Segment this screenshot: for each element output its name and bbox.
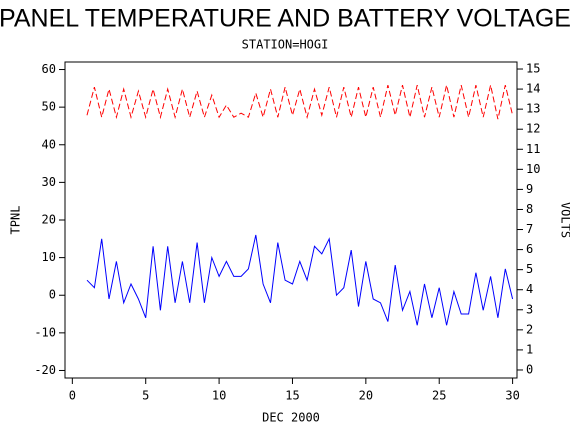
y2-tick-label: 11 xyxy=(526,142,540,156)
y-tick-label: 50 xyxy=(42,100,56,114)
y-tick-label: 30 xyxy=(42,175,56,189)
series-line xyxy=(86,234,514,326)
y-tick-label: 10 xyxy=(42,250,56,264)
x-tick-label: 25 xyxy=(432,389,446,403)
x-tick-label: 5 xyxy=(142,389,149,403)
y2-tick-label: 15 xyxy=(526,62,540,76)
y2-tick-label: 1 xyxy=(526,342,533,356)
x-tick-label: 15 xyxy=(285,389,299,403)
y-tick-label: 40 xyxy=(42,137,56,151)
y2-tick-label: 8 xyxy=(526,202,533,216)
y-tick-label: 60 xyxy=(42,62,56,76)
y2-tick-label: 13 xyxy=(526,102,540,116)
y2-tick-label: 2 xyxy=(526,322,533,336)
y2-tick-label: 14 xyxy=(526,82,540,96)
y2-tick-label: 5 xyxy=(526,262,533,276)
y2-tick-label: 6 xyxy=(526,242,533,256)
y-tick-label: -20 xyxy=(34,363,56,377)
y2-tick-label: 9 xyxy=(526,182,533,196)
y2-tick-label: 0 xyxy=(526,362,533,376)
chart-subtitle: STATION=HOGI xyxy=(242,38,329,52)
x-tick-label: 20 xyxy=(359,389,373,403)
y2-tick-label: 4 xyxy=(526,282,533,296)
y2-tick-label: 3 xyxy=(526,302,533,316)
y2-tick-label: 12 xyxy=(526,122,540,136)
y-tick-label: 20 xyxy=(42,213,56,227)
y2-tick-label: 10 xyxy=(526,162,540,176)
series-line xyxy=(86,84,514,120)
x-tick-label: 30 xyxy=(505,389,519,403)
y-tick-label: 0 xyxy=(49,288,56,302)
chart-title: PANEL TEMPERATURE AND BATTERY VOLTAGE xyxy=(0,5,570,33)
y2-axis-label: VOLTS xyxy=(559,202,570,238)
x-axis-label: DEC 2000 xyxy=(262,411,320,425)
x-tick-label: 0 xyxy=(69,389,76,403)
y2-tick-label: 7 xyxy=(526,222,533,236)
x-tick-label: 10 xyxy=(212,389,226,403)
y-axis-label: TPNL xyxy=(9,206,23,235)
y-tick-label: -10 xyxy=(34,325,56,339)
